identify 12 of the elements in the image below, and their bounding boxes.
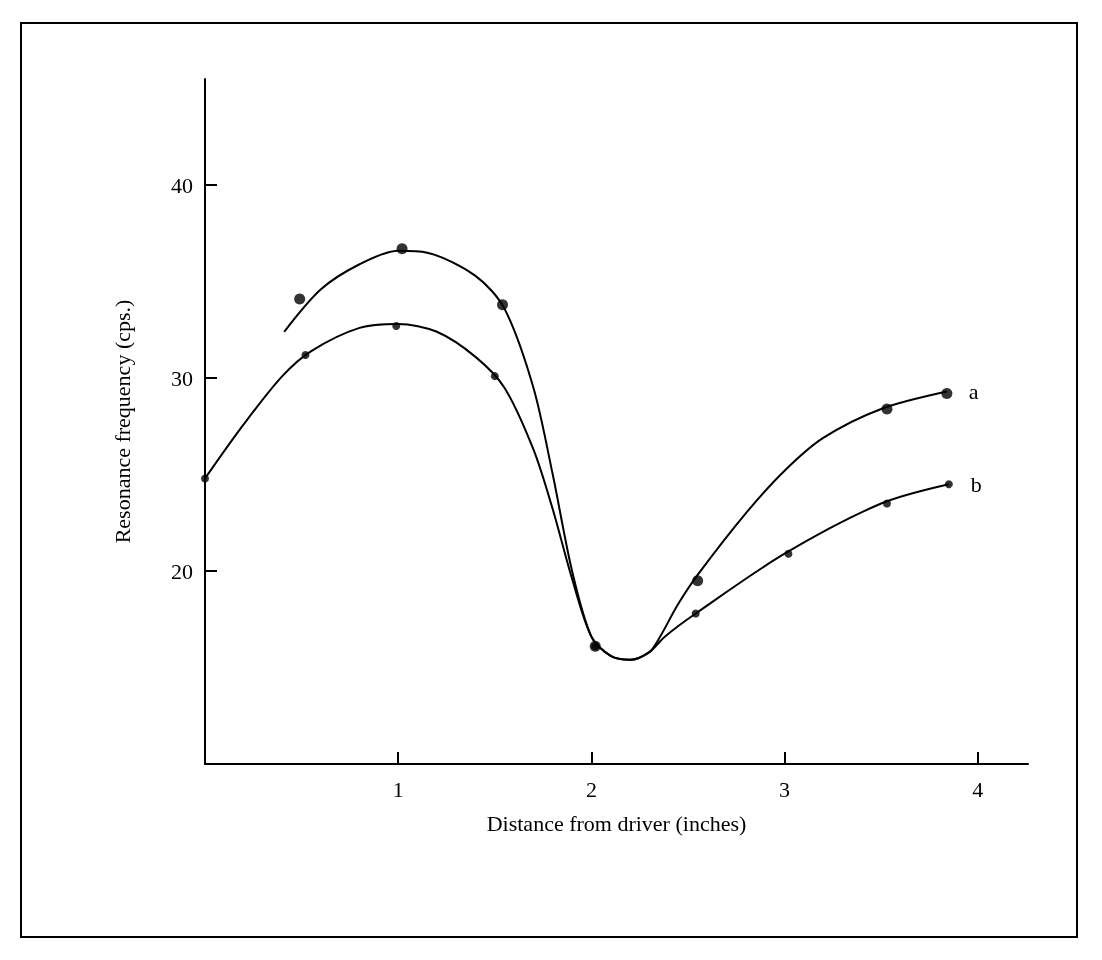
series-label: b — [970, 471, 982, 497]
x-axis-title: Distance from driver (inches) — [486, 810, 747, 836]
x-tick-label: 4 — [972, 776, 984, 802]
series-label: a — [968, 379, 979, 405]
point — [294, 293, 306, 305]
y-axis-title: Resonance frequency (cps.) — [109, 299, 135, 544]
x-tick-label: 2 — [585, 776, 597, 802]
y-tick-label: 20 — [171, 558, 193, 584]
x-tick-label: 1 — [392, 776, 404, 802]
y-tick-label: 30 — [171, 365, 193, 391]
x-tick-label: 3 — [779, 776, 791, 802]
y-tick-label: 40 — [171, 172, 193, 198]
